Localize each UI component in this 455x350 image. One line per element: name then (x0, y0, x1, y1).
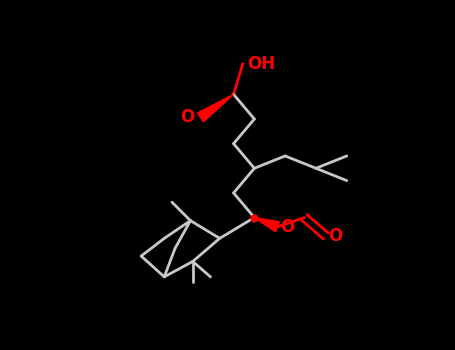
Text: O: O (328, 227, 343, 245)
Polygon shape (254, 218, 279, 232)
Text: O: O (180, 108, 194, 126)
Polygon shape (197, 94, 233, 122)
Text: OH: OH (247, 55, 275, 72)
Text: O: O (280, 218, 294, 236)
